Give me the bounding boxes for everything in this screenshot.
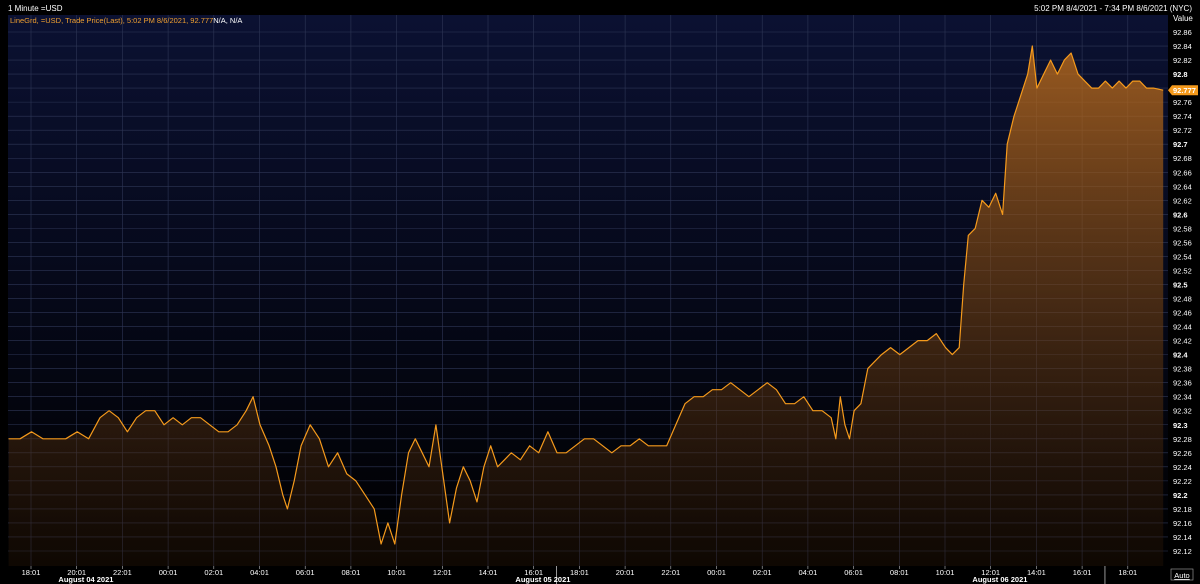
y-tick-label: 92.7 — [1173, 140, 1188, 149]
x-tick-label: 08:01 — [890, 568, 909, 577]
day-label: August 06 2021 — [972, 575, 1027, 584]
y-tick-label: 92.66 — [1173, 168, 1192, 177]
y-tick-label: 92.76 — [1173, 98, 1192, 107]
x-tick-label: 06:01 — [296, 568, 315, 577]
day-labels: August 04 2021 August 05 2021 August 06 20… — [58, 575, 1027, 584]
y-tick-label: 92.3 — [1173, 421, 1188, 430]
y-tick-label: 92.8 — [1173, 70, 1188, 79]
y-tick-label: 92.22 — [1173, 477, 1192, 486]
x-tick-label: 08:01 — [342, 568, 361, 577]
y-tick-label: 92.18 — [1173, 505, 1192, 514]
y-tick-label: 92.84 — [1173, 42, 1192, 51]
y-tick-label: 92.12 — [1173, 547, 1192, 556]
y-tick-label: 92.52 — [1173, 266, 1192, 275]
x-tick-label: 02:01 — [204, 568, 223, 577]
x-tick-label: 16:01 — [524, 568, 543, 577]
auto-scale-button[interactable]: Auto — [1170, 568, 1194, 581]
chart-title: 1 Minute =USD — [8, 4, 63, 13]
x-tick-label: 16:01 — [1073, 568, 1092, 577]
y-tick-label: 92.2 — [1173, 491, 1188, 500]
y-tick-label: 92.42 — [1173, 337, 1192, 346]
x-tick-label: 06:01 — [844, 568, 863, 577]
y-tick-label: 92.24 — [1173, 463, 1192, 472]
x-axis-ticks: 18:01 20:01 22:01 00:01 02:01 04:01 06:01 08:01… — [22, 566, 1137, 584]
y-tick-label: 92.58 — [1173, 224, 1192, 233]
y-tick-label: 92.56 — [1173, 238, 1192, 247]
y-tick-label: 92.72 — [1173, 126, 1192, 135]
x-tick-label: 04:01 — [250, 568, 269, 577]
day-label: August 05 2021 — [515, 575, 570, 584]
y-tick-label: 92.82 — [1173, 56, 1192, 65]
y-axis-ticks: 92.8692.8492.8292.892.7892.7692.7492.729… — [1173, 28, 1192, 556]
x-tick-label: 20:01 — [67, 568, 86, 577]
last-value-marker-bg — [1168, 85, 1198, 96]
x-tick-label: 14:01 — [1027, 568, 1046, 577]
y-tick-label: 92.16 — [1173, 519, 1192, 528]
x-tick-label: 20:01 — [616, 568, 635, 577]
y-tick-label: 92.28 — [1173, 435, 1192, 444]
x-tick-label: 14:01 — [479, 568, 498, 577]
y-tick-label: 92.32 — [1173, 407, 1192, 416]
series-legend-text: LineGrd, =USD, Trade Price(Last), 5:02 P… — [10, 16, 213, 25]
price-line — [8, 45, 1164, 545]
x-tick-label: 12:01 — [981, 568, 1000, 577]
x-tick-label: 10:01 — [387, 568, 406, 577]
x-tick-label: 22:01 — [113, 568, 132, 577]
y-tick-label: 92.38 — [1173, 365, 1192, 374]
series-legend: LineGrd, =USD, Trade Price(Last), 5:02 P… — [10, 16, 242, 25]
x-tick-label: 22:01 — [661, 568, 680, 577]
auto-scale-button-bg[interactable] — [1170, 568, 1194, 581]
y-tick-label: 92.36 — [1173, 379, 1192, 388]
y-axis-title: Value — [1173, 14, 1193, 23]
date-range: 5:02 PM 8/4/2021 - 7:34 PM 8/6/2021 (NYC… — [1034, 4, 1192, 13]
y-tick-label: 92.6 — [1173, 210, 1188, 219]
y-tick-label: 92.14 — [1173, 533, 1192, 542]
series-legend-extra: N/A, N/A — [213, 16, 242, 25]
y-tick-label: 92.5 — [1173, 280, 1188, 289]
y-tick-label: 92.4 — [1173, 351, 1188, 360]
x-tick-label: 18:01 — [22, 568, 41, 577]
area-fill — [8, 46, 1164, 566]
x-tick-label: 00:01 — [707, 568, 726, 577]
y-tick-label: 92.86 — [1173, 28, 1192, 37]
x-tick-label: 02:01 — [753, 568, 772, 577]
y-tick-label: 92.64 — [1173, 182, 1192, 191]
y-tick-label: 92.26 — [1173, 449, 1192, 458]
y-tick-label: 92.34 — [1173, 393, 1192, 402]
last-value-marker: 92.777 — [1168, 85, 1198, 96]
x-tick-label: 00:01 — [159, 568, 178, 577]
day-label: August 04 2021 — [58, 575, 113, 584]
y-tick-label: 92.48 — [1173, 295, 1192, 304]
y-tick-label: 92.54 — [1173, 252, 1192, 261]
x-tick-label: 18:01 — [1118, 568, 1137, 577]
auto-scale-button-label[interactable]: Auto — [1174, 571, 1189, 580]
y-tick-label: 92.46 — [1173, 309, 1192, 318]
x-tick-label: 10:01 — [936, 568, 955, 577]
y-tick-label: 92.44 — [1173, 323, 1192, 332]
x-tick-label: 18:01 — [570, 568, 589, 577]
y-tick-label: 92.68 — [1173, 154, 1192, 163]
x-tick-label: 12:01 — [433, 568, 452, 577]
line-path — [8, 45, 1164, 545]
y-tick-label: 92.62 — [1173, 196, 1192, 205]
x-tick-label: 04:01 — [799, 568, 818, 577]
y-tick-label: 92.74 — [1173, 112, 1192, 121]
last-value-label: 92.777 — [1173, 86, 1196, 95]
area-path — [8, 46, 1164, 566]
